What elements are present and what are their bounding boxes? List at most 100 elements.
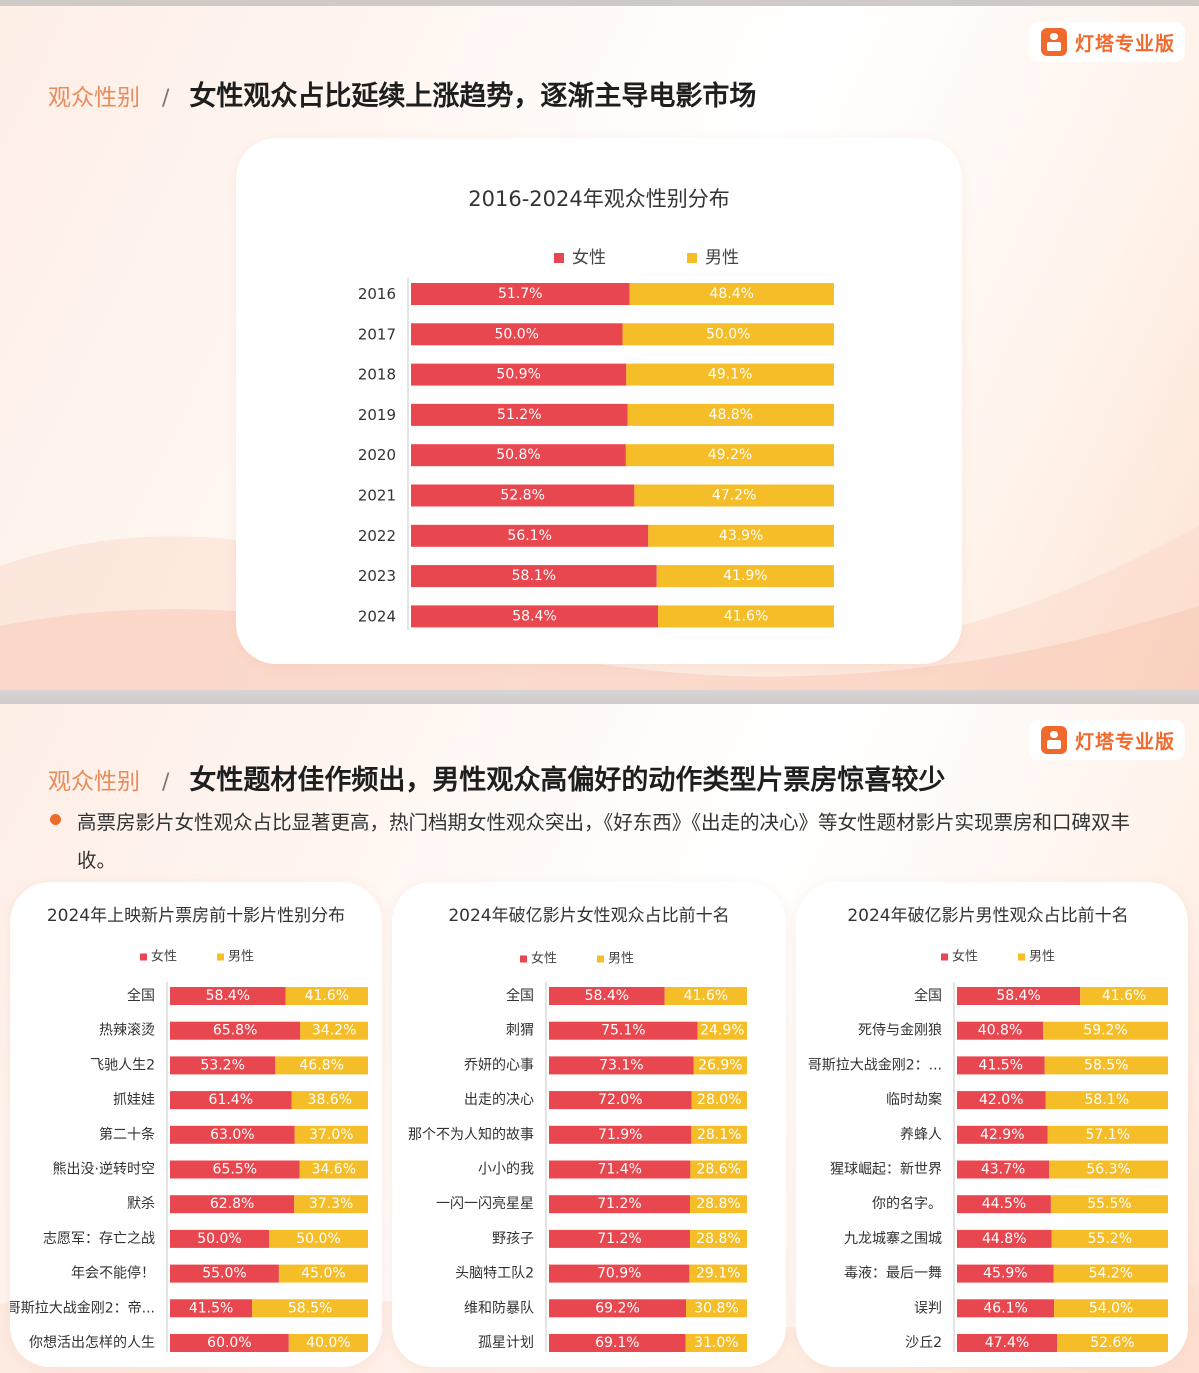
chart-card-top-box-office: 2024年上映新片票房前十影片性别分布 女性 男性 全国 58.4% 41.6% 热辣滚烫 6… [10,882,382,1367]
data-label-male: 48.4% [709,286,753,302]
bar-female [957,1021,1044,1040]
data-label-male: 58.5% [1084,1057,1128,1073]
category-label: 哥斯拉大战金刚2：... [808,1057,942,1073]
data-label-female: 75.1% [601,1023,645,1039]
bar-male [648,524,834,547]
category-label: 乔妍的心事 [464,1057,534,1073]
data-label-male: 54.0% [1089,1300,1133,1316]
bar-female [170,1056,276,1075]
data-label-male: 59.2% [1083,1023,1127,1039]
legend-swatch-female [554,253,564,263]
chart-title: 2024年上映新片票房前十影片性别分布 [47,906,345,926]
bar-male [686,1299,747,1318]
bar-male [299,1160,368,1179]
data-label-male: 43.9% [719,528,763,544]
category-label: 一闪一闪亮星星 [436,1195,534,1212]
data-label-female: 61.4% [209,1092,253,1108]
bar-female [170,1160,300,1179]
bar-female [411,524,649,547]
category-label: 养蜂人 [900,1127,942,1143]
data-label-female: 50.0% [495,326,539,342]
data-label-female: 58.4% [585,988,629,1004]
bar-female [549,1021,698,1040]
bar-female [170,1334,289,1352]
data-label-male: 34.6% [312,1162,356,1178]
bar-female [170,1229,269,1248]
category-label: 年会不能停！ [71,1265,155,1282]
category-label: 全国 [506,987,534,1004]
bar-female [170,1299,253,1318]
data-label-female: 41.5% [189,1300,233,1316]
bar-male [1051,1229,1168,1248]
slide-top-films: 灯塔专业版 观众性别 / 女性题材佳作频出，男性观众高偏好的动作类型片票房惊喜较… [0,704,1199,1373]
legend-swatch-male [687,253,697,263]
category-label: 临时劫案 [886,1091,942,1108]
bar-female [549,1091,692,1110]
category-label: 默杀 [127,1196,155,1212]
legend-label-male: 男性 [228,950,254,965]
bar-male [1049,1160,1168,1179]
data-label-female: 45.9% [983,1266,1027,1282]
data-label-male: 37.0% [309,1127,353,1143]
category-label: 全国 [914,987,942,1004]
data-label-female: 58.4% [512,608,556,624]
category-label: 2019 [358,406,396,424]
bar-female [170,1195,295,1214]
data-label-male: 38.6% [308,1092,352,1108]
category-label: 你想活出怎样的人生 [29,1335,155,1351]
data-label-female: 62.8% [210,1196,254,1212]
category-label: 维和防暴队 [464,1300,534,1316]
data-label-male: 45.0% [301,1266,345,1282]
bar-female [549,987,665,1005]
data-label-female: 56.1% [507,528,551,544]
bar-female [411,283,630,305]
bar-female [957,1091,1046,1110]
category-label: 志愿军：存亡之战 [43,1231,155,1247]
bar-male [691,1091,747,1110]
bar-male [285,987,368,1005]
header-separator: / [162,86,170,111]
bar-female [957,987,1081,1005]
category-label: 2021 [358,487,396,505]
bar-female [549,1264,690,1283]
data-label-male: 54.2% [1089,1266,1133,1282]
slide-gender-trend: 灯塔专业版 观众性别 / 女性观众占比延续上涨趋势，逐渐主导电影市场 2016-… [0,6,1199,690]
legend-swatch-male [1018,953,1025,961]
summary-text: 高票房影片女性观众占比显著更高，热门档期女性观众突出，《好东西》《出走的决心》等… [77,811,1131,872]
data-label-female: 51.2% [497,407,541,423]
summary-bullet: 高票房影片女性观众占比显著更高，热门档期女性观众突出，《好东西》《出走的决心》等… [48,804,1158,880]
bar-male [1054,1299,1168,1318]
bar-female [170,1021,301,1040]
chart-title: 2024年破亿影片女性观众占比前十名 [448,906,729,926]
data-label-female: 58.1% [512,568,556,584]
data-label-female: 40.8% [978,1023,1022,1039]
bar-female [549,1299,687,1318]
category-label: 2017 [358,325,396,343]
legend-swatch-male [597,955,604,963]
data-label-female: 53.2% [200,1057,244,1073]
legend-label-female: 女性 [151,949,177,965]
bar-female [411,484,635,507]
data-label-female: 71.2% [597,1231,641,1247]
data-label-female: 71.9% [598,1127,642,1143]
category-label: 哥斯拉大战金刚2：帝... [10,1300,155,1316]
bar-male [1057,1334,1168,1352]
legend-swatch-female [941,953,948,961]
chart-card-top-female: 2024年破亿影片女性观众占比前十名 女性 男性 全国 58.4% 41.6% 刺猬 75.1… [392,882,786,1367]
data-label-female: 70.9% [597,1266,641,1282]
data-label-female: 69.1% [595,1335,639,1351]
data-label-female: 65.5% [213,1162,257,1178]
bar-male [278,1264,368,1283]
data-label-female: 72.0% [598,1092,642,1108]
bar-male [689,1195,747,1214]
data-label-male: 57.1% [1086,1127,1130,1143]
data-label-male: 58.5% [288,1300,332,1316]
lighthouse-icon [1040,726,1067,754]
category-label: 全国 [127,987,155,1004]
category-label: 2020 [358,446,396,464]
legend-label-female: 女性 [572,248,606,268]
category-label: 你的名字。 [872,1196,942,1212]
